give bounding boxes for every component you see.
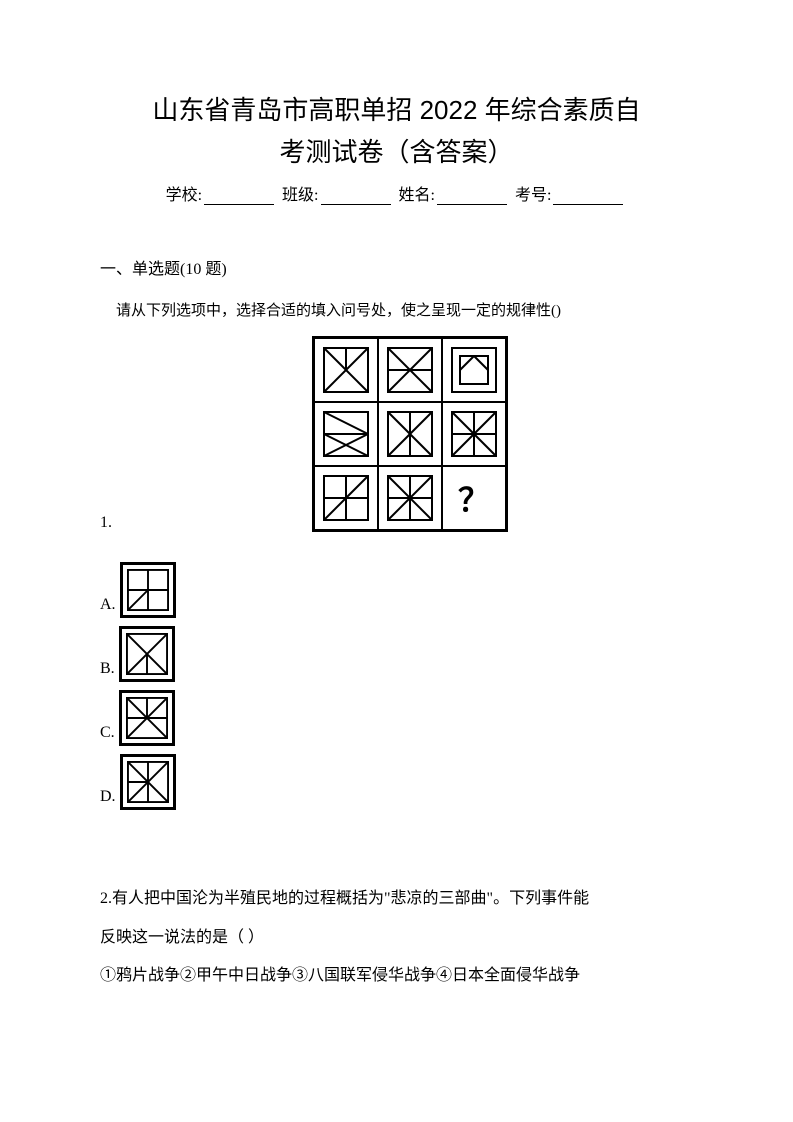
option-a-figure [120, 562, 176, 618]
examno-blank [553, 204, 623, 205]
option-a-label: A. [100, 596, 116, 618]
examno-label: 考号: [515, 181, 551, 205]
option-c-row: C. [100, 690, 693, 746]
page-title: 山东省青岛市高职单招 2022 年综合素质自 考测试卷（含答案） [100, 90, 693, 173]
school-blank [204, 204, 274, 205]
q1-options: A. B. C. [100, 562, 693, 810]
option-b-row: B. [100, 626, 693, 682]
q2-line2: 反映这一说法的是（ ） [100, 919, 693, 957]
pattern-icon [450, 346, 498, 394]
question-mark: ？ [458, 475, 490, 521]
option-b-figure [119, 626, 175, 682]
grid-cell-1-2 [378, 338, 442, 402]
grid-cell-3-2 [378, 466, 442, 530]
pattern-icon [126, 633, 168, 675]
pattern-icon [127, 569, 169, 611]
class-blank [321, 204, 391, 205]
q1-number: 1. [100, 514, 112, 532]
q1-stem: 请从下列选项中，选择合适的填入问号处，使之呈现一定的规律性() [116, 299, 693, 320]
pattern-icon [386, 410, 434, 458]
class-label: 班级: [282, 181, 318, 205]
pattern-icon [322, 410, 370, 458]
name-label: 姓名: [399, 181, 435, 205]
grid-cell-1-1 [314, 338, 378, 402]
section-heading: 一、单选题(10 题) [100, 255, 693, 279]
title-line1: 山东省青岛市高职单招 2022 年综合素质自 [100, 90, 693, 132]
pattern-icon [322, 346, 370, 394]
pattern-icon [127, 761, 169, 803]
q2-line3: ①鸦片战争②甲午中日战争③八国联军侵华战争④日本全面侵华战争 [100, 957, 693, 995]
grid-cell-2-2 [378, 402, 442, 466]
option-d-row: D. [100, 754, 693, 810]
q1-row: 1. [100, 336, 693, 532]
grid-cell-2-1 [314, 402, 378, 466]
grid-cell-2-3 [442, 402, 506, 466]
option-d-label: D. [100, 788, 116, 810]
pattern-icon [386, 474, 434, 522]
grid-cell-1-3 [442, 338, 506, 402]
option-c-figure [119, 690, 175, 746]
grid-cell-3-3: ？ [442, 466, 506, 530]
q2: 2.有人把中国沦为半殖民地的过程概括为"悲凉的三部曲"。下列事件能 反映这一说法… [100, 880, 693, 995]
option-b-label: B. [100, 660, 115, 682]
name-blank [437, 204, 507, 205]
pattern-icon [322, 474, 370, 522]
pattern-icon [450, 410, 498, 458]
q1-grid-figure: ？ [312, 336, 508, 532]
q2-line1: 2.有人把中国沦为半殖民地的过程概括为"悲凉的三部曲"。下列事件能 [100, 880, 693, 918]
pattern-icon [126, 697, 168, 739]
title-line2: 考测试卷（含答案） [100, 132, 693, 174]
pattern-icon [386, 346, 434, 394]
grid-cell-3-1 [314, 466, 378, 530]
option-c-label: C. [100, 724, 115, 746]
school-label: 学校: [166, 181, 202, 205]
info-line: 学校: 班级: 姓名: 考号: [100, 181, 693, 205]
option-d-figure [120, 754, 176, 810]
option-a-row: A. [100, 562, 693, 618]
